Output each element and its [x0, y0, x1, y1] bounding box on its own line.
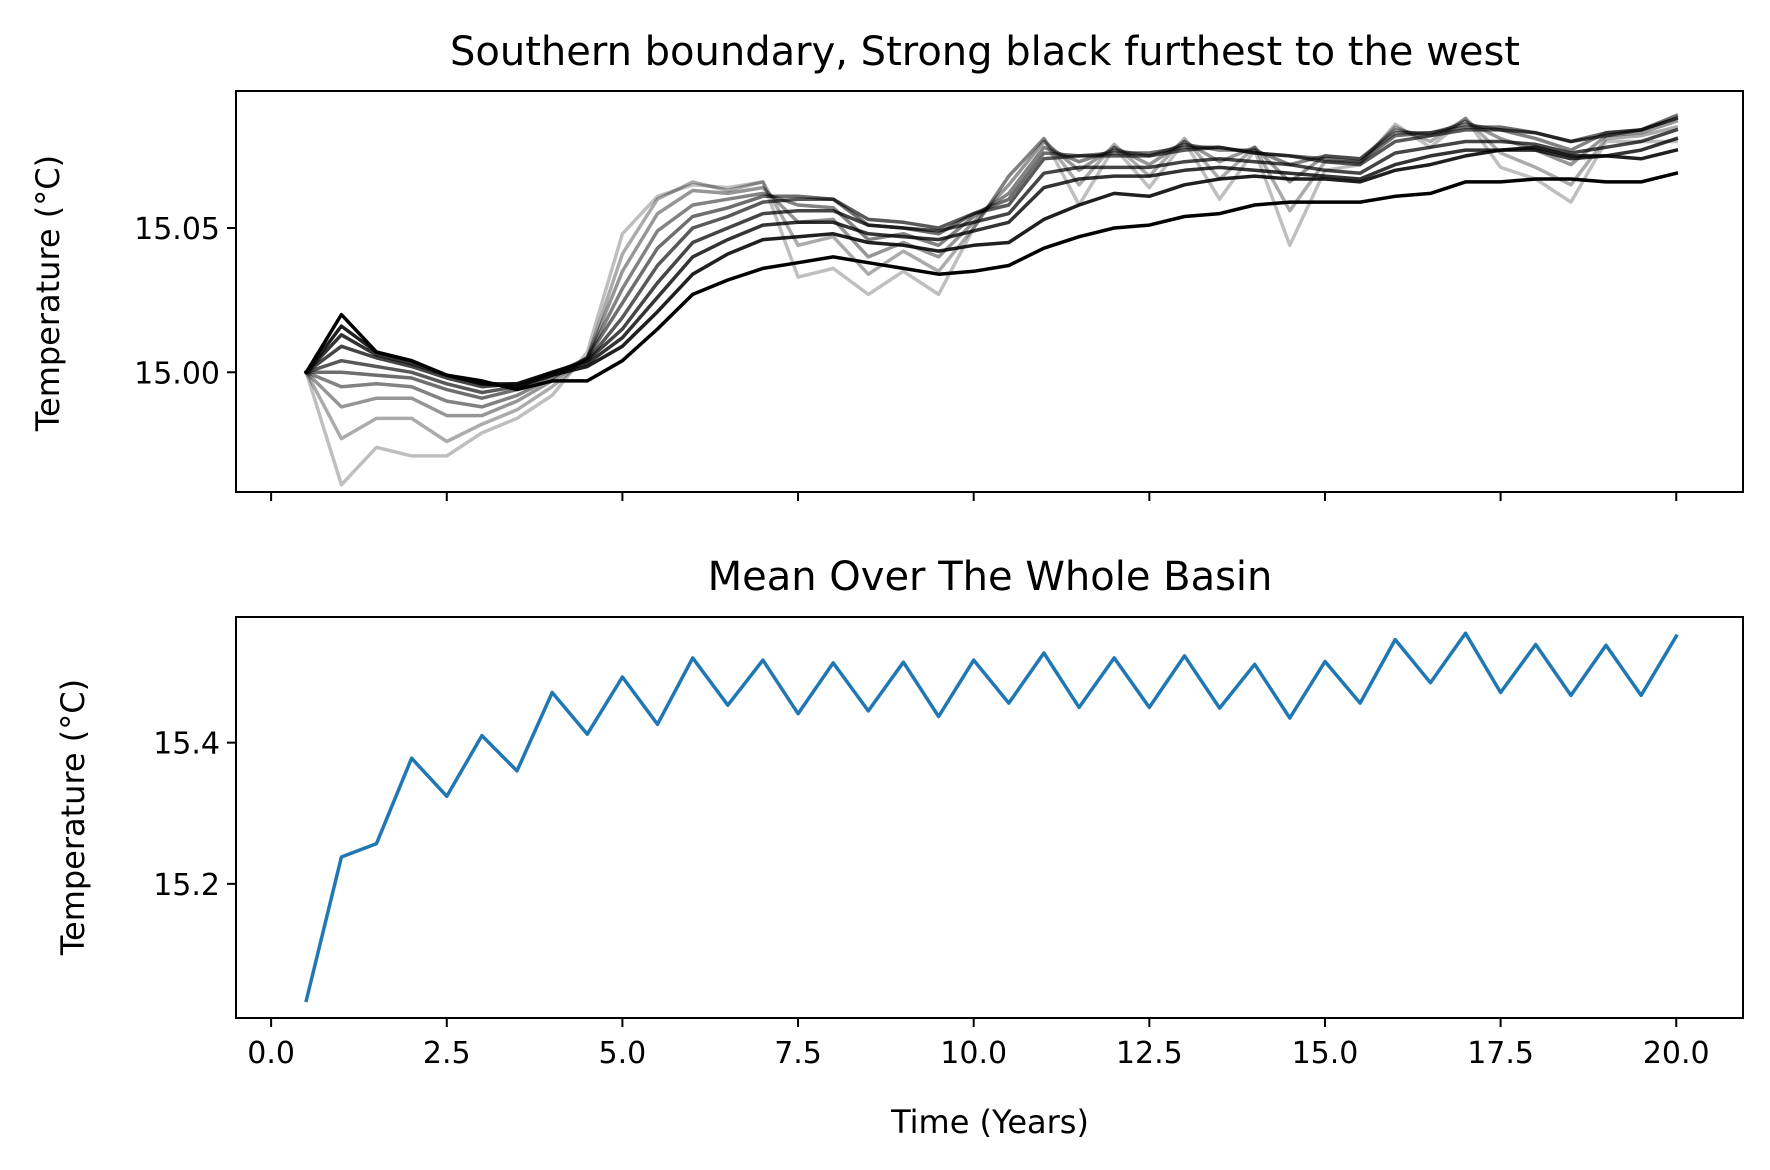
- top-axes-frame: [235, 90, 1744, 493]
- bottom-x-tick-label-8: 20.0: [1643, 1036, 1710, 1071]
- bottom-x-tick-label-1: 2.5: [423, 1036, 471, 1071]
- top-y-tick-label-1: 15.05: [134, 212, 220, 247]
- top-axis-ticks: 15.00 15.05: [134, 212, 1678, 501]
- bottom-x-tick-label-7: 17.5: [1467, 1036, 1534, 1071]
- bottom-x-tick-label-0: 0.0: [247, 1036, 295, 1071]
- bottom-x-tick-label-2: 5.0: [599, 1036, 647, 1071]
- top-series-line-2: [303, 116, 1679, 444]
- bottom-x-axis-label: Time (Years): [890, 1103, 1089, 1141]
- top-series-line-4: [304, 116, 1679, 409]
- bottom-series-lines: [304, 631, 1679, 1003]
- bottom-x-tick-label-5: 12.5: [1116, 1036, 1183, 1071]
- bottom-x-tick-label-3: 7.5: [774, 1036, 822, 1071]
- top-series-line-6: [304, 116, 1679, 395]
- bottom-y-axis-label: Temperature (°C): [54, 679, 92, 956]
- bottom-x-tick-label-4: 10.0: [940, 1036, 1007, 1071]
- bottom-y-tick-label-0: 15.2: [153, 868, 220, 903]
- bottom-series-line-1: [304, 631, 1679, 1003]
- top-series-line-10: [303, 171, 1679, 392]
- bottom-axes-frame: [235, 616, 1744, 1019]
- top-series-line-5: [304, 113, 1679, 400]
- top-y-axis-label: Temperature (°C): [29, 155, 67, 432]
- top-panel: Southern boundary, Strong black furthest…: [29, 29, 1744, 501]
- bottom-panel: Mean Over The Whole Basin Temperature (°…: [54, 554, 1744, 1141]
- top-chart-title: Southern boundary, Strong black furthest…: [450, 29, 1520, 75]
- bottom-chart-title: Mean Over The Whole Basin: [708, 554, 1273, 600]
- bottom-x-tick-label-6: 15.0: [1292, 1036, 1359, 1071]
- top-series-line-7: [303, 127, 1679, 389]
- bottom-axis-ticks: 0.0 2.5 5.0 7.5 10.0 12.5 15.0 17.5 20.0 15.2 15.4: [153, 727, 1709, 1071]
- top-series-line-8: [303, 136, 1679, 386]
- top-series-line-1: [304, 116, 1679, 487]
- top-y-tick-label-0: 15.00: [134, 356, 220, 391]
- bottom-y-tick-label-1: 15.4: [153, 727, 220, 762]
- top-series-line-9: [303, 145, 1679, 389]
- top-series-lines: [303, 113, 1679, 487]
